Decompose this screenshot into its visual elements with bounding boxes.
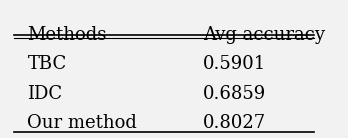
Text: IDC: IDC [27,85,63,103]
Text: 0.6859: 0.6859 [203,85,267,103]
Text: Methods: Methods [27,26,107,44]
Text: 0.5901: 0.5901 [203,55,267,73]
Text: TBC: TBC [27,55,67,73]
Text: 0.8027: 0.8027 [203,114,267,132]
Text: Avg accuracy: Avg accuracy [203,26,325,44]
Text: Our method: Our method [27,114,137,132]
